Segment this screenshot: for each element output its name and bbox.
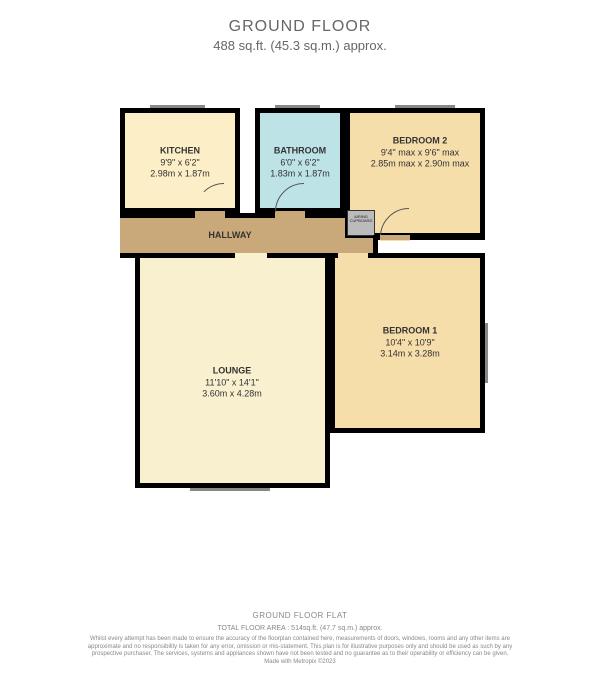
window-bathroom <box>275 105 320 108</box>
window-bed1 <box>485 323 488 383</box>
footer-credit: Made with Metropix ©2023 <box>80 659 520 667</box>
label-lounge: LOUNGE 11'10" x 14'1" 3.60m x 4.28m <box>202 365 262 400</box>
footer: GROUND FLOOR FLAT TOTAL FLOOR AREA : 514… <box>0 611 600 667</box>
footer-heading: GROUND FLOOR FLAT <box>80 611 520 621</box>
window-kitchen <box>150 105 205 108</box>
footer-area: TOTAL FLOOR AREA : 514sq.ft. (47.7 sq.m.… <box>80 624 520 633</box>
page-subtitle: 488 sq.ft. (45.3 sq.m.) approx. <box>0 38 600 53</box>
label-bedroom2: BEDROOM 2 9'4" max x 9'6" max 2.85m max … <box>371 135 470 170</box>
wall-step <box>373 235 378 258</box>
wall-lounge-bed1 <box>327 253 333 433</box>
footer-disclaimer: Whilst every attempt has been made to en… <box>80 636 520 659</box>
lounge-topborder <box>135 253 330 258</box>
airing-cupboard: AIRING CUPBOARD <box>347 210 375 236</box>
window-bed2 <box>395 105 455 108</box>
floorplan: AIRING CUPBOARD KITCHEN 9'9" x 6'2" 2.98… <box>120 108 520 538</box>
label-kitchen: KITCHEN 9'9" x 6'2" 2.98m x 1.87m <box>150 145 210 180</box>
label-hallway: HALLWAY <box>208 230 251 242</box>
door-kitchen <box>195 211 225 218</box>
door-bed1-gap <box>338 253 368 258</box>
label-bedroom1: BEDROOM 1 10'4" x 10'9" 3.14m x 3.28m <box>380 325 440 360</box>
window-lounge <box>190 488 270 491</box>
label-bathroom: BATHROOM 6'0" x 6'2" 1.83m x 1.87m <box>270 145 330 180</box>
door-bed2-gap2 <box>380 235 410 240</box>
cupboard-label: AIRING CUPBOARD <box>348 211 374 223</box>
gap-kitchen-bath <box>240 108 255 213</box>
door-lounge2 <box>235 253 267 258</box>
page-title: GROUND FLOOR <box>0 18 600 36</box>
door-bathroom <box>275 211 305 218</box>
